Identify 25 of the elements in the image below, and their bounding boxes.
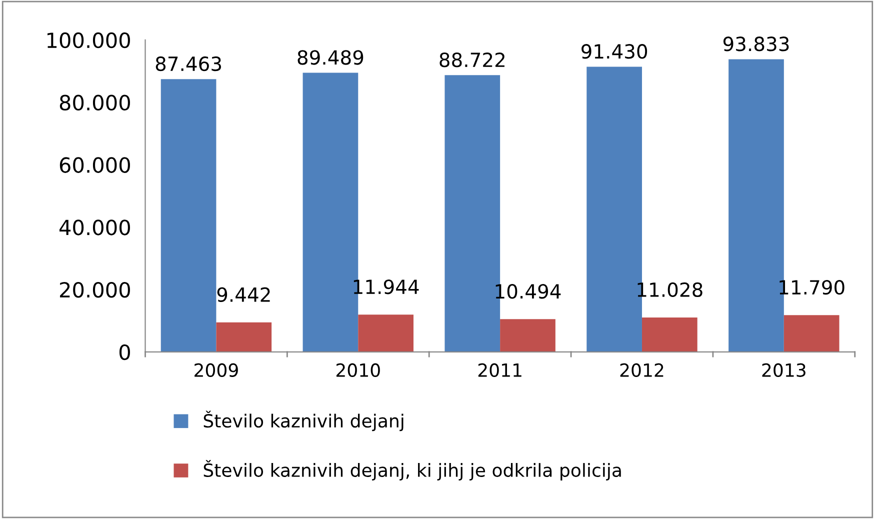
- x-tick-label: 2011: [478, 363, 522, 377]
- bar: [784, 315, 840, 352]
- x-tick-label: 2012: [620, 363, 664, 377]
- y-tick-label: 60.000: [60, 157, 130, 173]
- data-label: 89.489: [298, 50, 364, 65]
- data-label: 9.442: [217, 287, 270, 302]
- data-label: 91.430: [582, 44, 648, 59]
- x-tick-label: 2010: [336, 363, 380, 377]
- bar: [160, 79, 216, 352]
- bar: [216, 322, 272, 352]
- y-tick-label: 100.000: [47, 32, 130, 48]
- y-tick-label: 40.000: [59, 220, 130, 236]
- legend-label: Število kaznivih dejanj: [204, 410, 404, 432]
- y-tick-label: 20.000: [60, 282, 130, 298]
- y-tick-label: 80.000: [60, 94, 130, 111]
- data-label: 87.463: [156, 56, 221, 72]
- data-label: 88.722: [440, 52, 504, 68]
- data-label: 93.833: [723, 36, 789, 52]
- bar: [500, 319, 556, 352]
- bar: [358, 314, 414, 352]
- legend-label: Število kaznivih dejanj, ki jihj je odkrila policija: [204, 460, 621, 481]
- x-tick-label: 2013: [762, 363, 806, 377]
- y-tick-label: 0: [119, 344, 130, 360]
- x-tick-label: 2009: [194, 363, 238, 377]
- bar: [642, 317, 698, 352]
